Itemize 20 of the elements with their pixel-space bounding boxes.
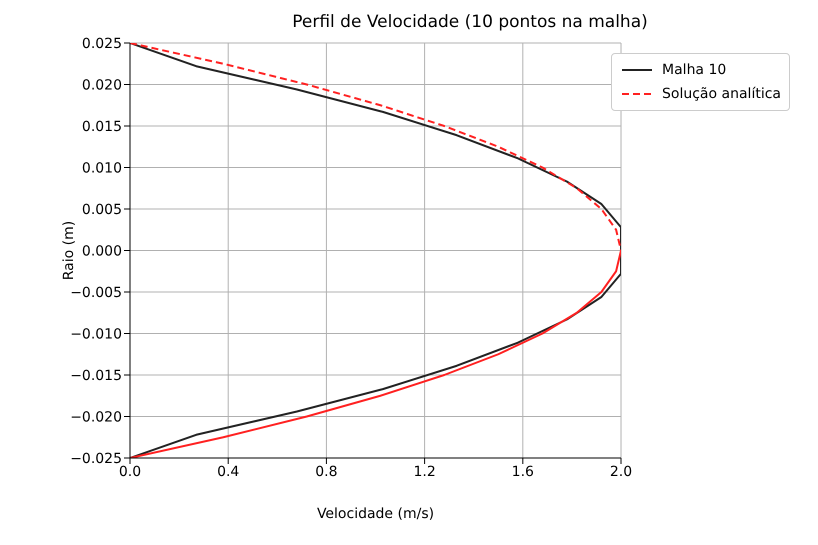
x-axis-title: Velocidade (m/s): [316, 506, 434, 522]
y-tick-label: 0.010: [82, 160, 122, 176]
x-tick-label: 0.8: [315, 464, 338, 480]
y-tick-label: 0.005: [82, 202, 122, 218]
y-tick-label: −0.010: [70, 326, 122, 342]
y-axis-title: Raio (m): [60, 220, 77, 280]
x-tick-label: 1.2: [413, 464, 436, 480]
y-tick-label: 0.000: [82, 243, 122, 260]
y-tick-label: −0.005: [70, 284, 122, 301]
legend-label: Solução analítica: [662, 86, 781, 102]
y-tick-label: −0.020: [70, 409, 122, 426]
x-tick-label: 0.4: [217, 464, 240, 480]
y-tick-label: 0.015: [82, 118, 122, 135]
legend-label: Malha 10: [662, 62, 726, 78]
x-tick-label: 2.0: [610, 464, 632, 480]
y-tick-label: 0.020: [82, 77, 122, 94]
x-tick-label: 1.6: [512, 464, 534, 480]
chart-title: Perfil de Velocidade (10 pontos na malha): [291, 12, 649, 32]
y-tick-label: 0.025: [82, 36, 122, 52]
y-tick-label: −0.015: [70, 368, 122, 384]
